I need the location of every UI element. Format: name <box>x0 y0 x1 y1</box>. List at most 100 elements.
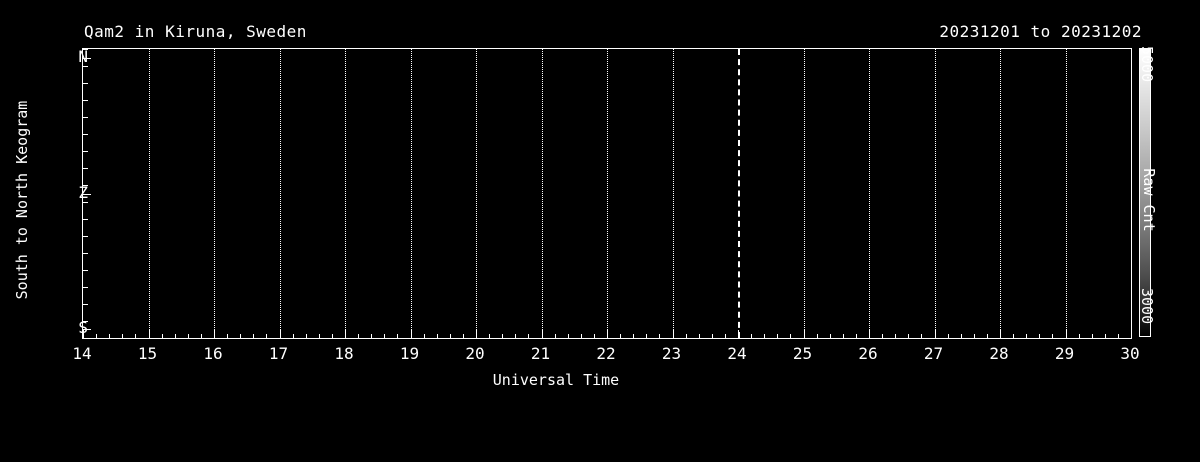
x-axis-minor-tick <box>960 334 962 338</box>
gridline <box>934 49 936 338</box>
x-axis-minor-tick <box>895 334 897 338</box>
x-axis-minor-tick <box>829 334 831 338</box>
x-axis-tick <box>83 330 84 338</box>
x-axis-tick-label: 15 <box>137 344 158 363</box>
x-axis-tick <box>738 330 739 338</box>
gridline <box>410 49 412 338</box>
x-axis-minor-tick <box>502 334 504 338</box>
page-title: Qam2 in Kiruna, Sweden <box>84 22 307 41</box>
y-axis-minor-tick <box>83 219 88 220</box>
x-axis-minor-tick <box>973 334 975 338</box>
y-axis-minor-tick <box>83 185 88 186</box>
x-axis-minor-tick <box>449 334 451 338</box>
gridline <box>541 49 543 338</box>
gridline <box>148 49 150 338</box>
y-axis-minor-tick <box>83 66 88 67</box>
x-axis-minor-tick <box>187 334 189 338</box>
x-axis-tick-label: 20 <box>465 344 485 363</box>
x-axis-minor-tick <box>384 334 386 338</box>
x-axis-tick <box>476 330 477 338</box>
x-axis-tick-label: 29 <box>1054 344 1075 363</box>
y-axis-minor-tick <box>83 49 88 50</box>
y-axis-minor-tick <box>83 338 88 339</box>
x-axis-minor-tick <box>200 334 202 338</box>
y-axis-minor-tick <box>83 168 88 169</box>
gridline <box>1000 49 1001 338</box>
gridline <box>214 49 215 338</box>
x-axis-minor-tick <box>908 334 910 338</box>
x-axis-minor-tick <box>842 334 844 338</box>
x-axis-minor-tick <box>816 334 818 338</box>
date-range-label: 20231201 to 20231202 <box>939 22 1142 41</box>
x-axis-minor-tick <box>253 334 255 338</box>
x-axis-tick <box>345 330 346 338</box>
gridline <box>345 49 346 338</box>
x-axis-tick <box>1131 330 1132 338</box>
x-axis-minor-tick <box>371 334 373 338</box>
y-axis-minor-tick <box>83 304 88 305</box>
x-axis-tick-label: 27 <box>923 344 944 363</box>
x-axis-tick <box>869 330 870 338</box>
y-axis-minor-tick <box>83 117 88 118</box>
x-axis-minor-tick <box>620 334 622 338</box>
x-axis-title: Universal Time <box>492 371 620 389</box>
x-axis-minor-tick <box>698 334 700 338</box>
x-axis-tick-label: 28 <box>989 344 1009 363</box>
y-axis-tick-label: S <box>78 318 88 338</box>
x-axis-minor-tick <box>777 334 779 338</box>
y-axis-minor-tick <box>83 321 88 322</box>
x-axis-minor-tick <box>397 334 399 338</box>
x-axis-tick-label: 26 <box>858 344 878 363</box>
x-axis-tick <box>672 330 674 338</box>
x-axis-minor-tick <box>947 334 949 338</box>
x-axis-minor-tick <box>462 334 464 338</box>
y-axis-minor-tick <box>83 253 88 254</box>
x-axis-tick-label: 30 <box>1120 344 1140 363</box>
x-axis-minor-tick <box>489 334 491 338</box>
x-axis-minor-tick <box>1091 334 1093 338</box>
x-axis-tick <box>1000 330 1001 338</box>
y-axis-minor-tick <box>83 202 88 203</box>
x-axis-tick-label: 16 <box>203 344 223 363</box>
x-axis-minor-tick <box>711 334 713 338</box>
x-axis-tick <box>607 330 608 338</box>
x-axis-minor-tick <box>292 334 294 338</box>
x-axis-minor-tick <box>646 334 648 338</box>
x-axis-minor-tick <box>724 334 726 338</box>
colorbar-gradient <box>1140 49 1150 336</box>
x-axis-minor-tick <box>790 334 792 338</box>
colorbar-frame <box>1139 48 1151 337</box>
y-axis-minor-tick <box>83 287 88 288</box>
x-axis-minor-tick <box>1104 334 1106 338</box>
gridline <box>672 49 674 338</box>
gridline <box>476 49 477 338</box>
gridline <box>869 49 870 338</box>
x-axis-minor-tick <box>633 334 635 338</box>
x-axis-minor-tick <box>436 334 438 338</box>
colorbar <box>1139 48 1151 337</box>
x-axis-minor-tick <box>318 334 320 338</box>
x-axis-minor-tick <box>96 334 98 338</box>
x-axis-minor-tick <box>266 334 268 338</box>
y-axis-tick <box>83 329 91 331</box>
x-axis-minor-tick <box>240 334 242 338</box>
y-axis-minor-tick <box>83 100 88 101</box>
x-axis-minor-tick <box>764 334 766 338</box>
colorbar-min-label: 3000 <box>1138 288 1156 325</box>
y-axis-tick <box>83 57 91 59</box>
x-axis-tick-label: 23 <box>661 344 682 363</box>
x-axis-minor-tick <box>1078 334 1080 338</box>
x-axis-minor-tick <box>986 334 988 338</box>
x-axis-minor-tick <box>921 334 923 338</box>
x-axis-minor-tick <box>358 334 360 338</box>
x-axis-minor-tick <box>331 334 333 338</box>
x-axis-minor-tick <box>554 334 556 338</box>
colorbar-max-label: 5000 <box>1138 46 1156 83</box>
x-axis-tick-label: 21 <box>530 344 551 363</box>
y-axis-tick-label: N <box>78 46 88 66</box>
x-axis-tick-label: 17 <box>268 344 289 363</box>
y-axis-minor-tick <box>83 134 88 135</box>
keogram-plot-canvas: Qam2 in Kiruna, Sweden 20231201 to 20231… <box>13 22 1158 389</box>
x-axis-minor-tick <box>1013 334 1015 338</box>
x-axis-minor-tick <box>593 334 595 338</box>
